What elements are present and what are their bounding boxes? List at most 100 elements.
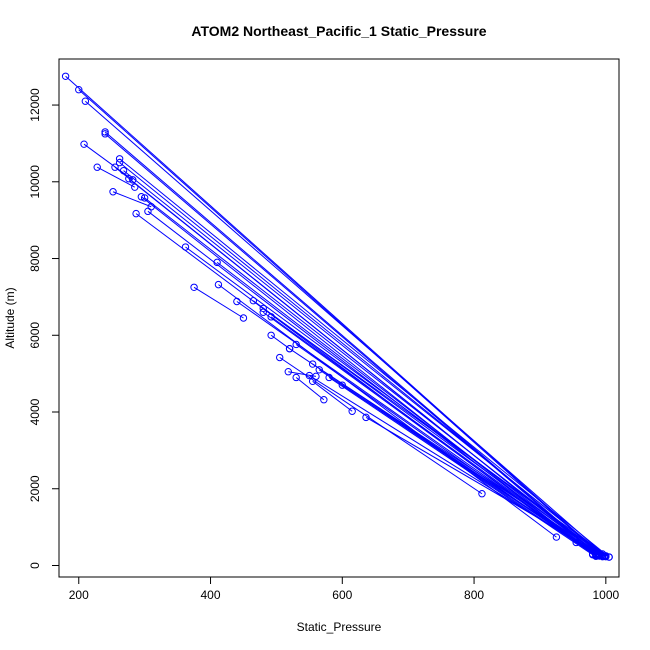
data-point <box>61 72 70 80</box>
series-36 <box>292 373 328 404</box>
data-point <box>362 413 370 422</box>
series-line <box>342 384 597 557</box>
data-point <box>259 308 267 316</box>
data-point <box>259 304 267 313</box>
data-point <box>292 340 300 349</box>
data-point <box>115 158 124 167</box>
series-line <box>128 178 599 556</box>
series-28 <box>267 331 294 353</box>
data-point <box>267 313 275 321</box>
series-2 <box>81 97 610 560</box>
x-tick-label: 600 <box>332 588 352 602</box>
data-point <box>348 407 356 415</box>
series-line <box>135 213 577 543</box>
series-line <box>185 246 607 558</box>
data-point <box>315 366 323 374</box>
series-line <box>96 166 135 188</box>
series-4 <box>101 130 600 558</box>
data-point <box>305 371 314 380</box>
y-tick-label: 8000 <box>28 245 42 272</box>
data-point <box>588 551 597 559</box>
x-tick-label: 200 <box>69 588 89 602</box>
series-line <box>288 371 317 377</box>
data-point <box>119 166 128 175</box>
data-point <box>276 353 284 362</box>
series-line <box>218 284 557 538</box>
data-point <box>125 175 133 183</box>
data-point <box>109 188 117 196</box>
data-point <box>308 377 317 386</box>
data-point <box>111 163 119 171</box>
data-point <box>292 373 300 382</box>
series-23 <box>259 304 613 561</box>
data-point <box>190 283 198 292</box>
series-5 <box>80 140 137 184</box>
series-37 <box>308 377 356 415</box>
data-point <box>478 490 486 498</box>
series-line <box>193 286 244 319</box>
data-point <box>267 331 275 339</box>
x-tick-label: 800 <box>464 588 484 602</box>
data-point <box>552 533 561 541</box>
x-axis-label: Static_Pressure <box>297 620 382 634</box>
series-3 <box>101 128 603 560</box>
data-point <box>239 314 248 322</box>
data-point <box>75 85 83 94</box>
x-axis: 200 400 600 800 1000 <box>69 576 619 602</box>
series-line <box>312 363 605 557</box>
series-7 <box>115 155 613 561</box>
y-axis-label: Altitude (m) <box>3 287 17 348</box>
series-line <box>119 158 610 558</box>
data-point <box>284 368 292 376</box>
series-line <box>262 311 597 556</box>
data-point <box>101 130 109 138</box>
series-line <box>270 316 600 557</box>
data-point <box>320 396 328 404</box>
y-axis: 0 2000 4000 6000 8000 10000 12000 <box>28 88 60 569</box>
y-tick-label: 6000 <box>28 322 42 349</box>
data-point <box>115 155 124 163</box>
chart-title: ATOM2 Northeast_Pacific_1 Static_Pressur… <box>191 23 486 39</box>
series-line <box>365 416 603 556</box>
series-17 <box>181 243 610 561</box>
data-point <box>598 551 607 560</box>
series-10 <box>119 166 610 560</box>
data-point <box>132 209 140 218</box>
data-point <box>338 381 346 389</box>
data-point <box>233 297 241 306</box>
y-tick-label: 4000 <box>28 398 42 425</box>
y-tick-label: 0 <box>28 562 42 569</box>
series-line <box>312 380 353 412</box>
data-point <box>140 194 149 202</box>
series-line <box>78 89 600 555</box>
series-20 <box>214 280 561 541</box>
series-19 <box>190 283 248 322</box>
data-point <box>249 297 258 305</box>
data-point <box>605 553 613 561</box>
data-point <box>81 97 90 105</box>
data-point <box>137 193 146 201</box>
x-tick-label: 400 <box>201 588 221 602</box>
series-0 <box>61 72 607 560</box>
series-38 <box>362 413 607 560</box>
series-line <box>65 75 603 557</box>
series-line <box>236 301 599 556</box>
series-line <box>85 100 607 557</box>
series-line <box>262 308 610 558</box>
data-point <box>144 207 152 216</box>
data-point <box>101 128 109 136</box>
series-line <box>216 261 600 556</box>
series-line <box>112 191 152 208</box>
series-line <box>147 210 597 556</box>
series-34 <box>325 373 597 559</box>
series-line <box>104 131 600 557</box>
series-line <box>144 197 603 557</box>
data-point <box>325 373 333 382</box>
x-tick-label: 1000 <box>592 588 619 602</box>
series-line <box>295 377 325 401</box>
series-1 <box>75 85 603 558</box>
y-tick-label: 12000 <box>28 88 42 122</box>
series-32 <box>284 368 320 381</box>
data-point <box>93 163 101 171</box>
